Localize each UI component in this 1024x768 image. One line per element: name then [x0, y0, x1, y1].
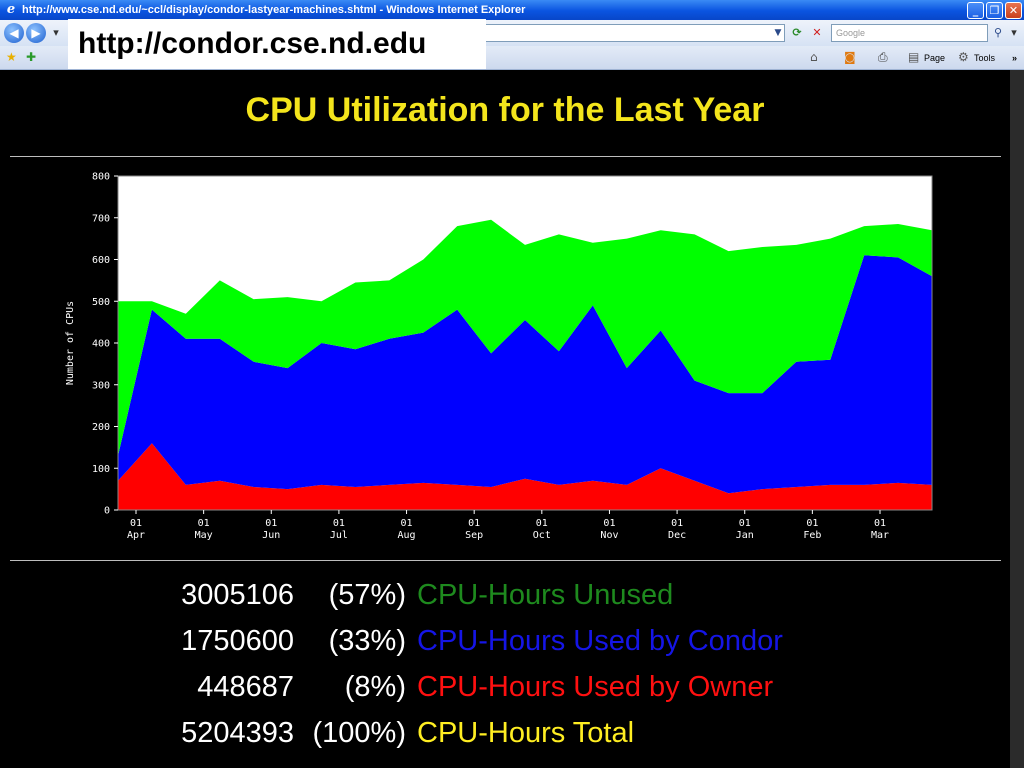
search-options-icon[interactable]: ▾ — [1011, 26, 1017, 39]
print-icon[interactable]: ⎙ — [878, 50, 888, 64]
restore-button[interactable]: ❐ — [986, 1, 1003, 19]
stat-percent: (100%) — [312, 717, 407, 749]
close-button[interactable]: ✕ — [1005, 1, 1022, 19]
y-tick-label: 300 — [92, 380, 110, 391]
x-tick-label: 01 — [874, 518, 886, 529]
search-icon[interactable]: ⚲ — [993, 26, 1003, 39]
page-title: CPU Utilization for the Last Year — [245, 91, 765, 129]
search-input[interactable]: Google — [831, 24, 988, 42]
x-tick-label: 01 — [130, 518, 142, 529]
y-tick-label: 100 — [92, 464, 110, 475]
x-tick-label: Jul — [330, 530, 348, 541]
divider-top — [10, 156, 1001, 157]
minimize-button[interactable]: _ — [967, 1, 984, 19]
page-icon: ▤ — [908, 50, 920, 64]
y-axis-label: Number of CPUs — [65, 301, 76, 385]
stat-label: CPU-Hours Total — [417, 717, 635, 749]
x-tick-label: 01 — [468, 518, 480, 529]
x-tick-label: Jun — [262, 530, 280, 541]
refresh-icon[interactable]: ⟳ — [792, 26, 802, 39]
x-tick-label: 01 — [806, 518, 818, 529]
area-unused — [118, 219, 932, 456]
stat-label: CPU-Hours Used by Owner — [417, 671, 774, 703]
x-tick-label: 01 — [265, 518, 277, 529]
stat-row-owner: 448687 (8%) CPU-Hours Used by Owner — [0, 664, 1010, 710]
address-dropdown-icon[interactable]: ▼ — [774, 28, 782, 38]
x-tick-label: 01 — [401, 518, 413, 529]
x-tick-label: Sep — [465, 530, 483, 541]
ie-logo-icon: e — [6, 2, 16, 17]
feeds-icon[interactable]: ◙ — [844, 50, 856, 64]
url-caption: http://condor.cse.nd.edu — [68, 19, 486, 69]
x-tick-label: May — [195, 530, 213, 541]
tools-menu[interactable]: Tools — [974, 53, 996, 63]
x-tick-label: 01 — [333, 518, 345, 529]
home-icon[interactable]: ⌂ — [810, 50, 818, 64]
stat-value: 3005106 — [181, 579, 294, 611]
x-tick-label: 01 — [198, 518, 210, 529]
x-tick-label: 01 — [603, 518, 615, 529]
tools-gear-icon: ⚙ — [958, 50, 969, 64]
stat-value: 448687 — [197, 671, 294, 703]
area-condor — [118, 255, 932, 494]
x-tick-label: Oct — [533, 530, 551, 541]
stat-row-unused: 3005106 (57%) CPU-Hours Unused — [0, 572, 1010, 618]
y-tick-label: 400 — [92, 339, 110, 350]
stat-percent: (57%) — [328, 579, 406, 611]
page-menu[interactable]: Page — [924, 53, 946, 63]
window-title: http://www.cse.nd.edu/~ccl/display/condo… — [22, 4, 526, 16]
x-tick-label: 01 — [671, 518, 683, 529]
forward-button[interactable]: ▶ — [26, 23, 46, 43]
back-button[interactable]: ◀ — [4, 23, 24, 43]
scrollbar[interactable] — [1010, 70, 1024, 768]
y-tick-label: 800 — [92, 172, 110, 183]
history-dropdown-icon[interactable]: ▾ — [53, 26, 59, 39]
favorites-star-icon[interactable]: ★ — [6, 50, 17, 64]
x-tick-label: Dec — [668, 530, 686, 541]
stat-value: 1750600 — [181, 625, 294, 657]
add-favorites-icon[interactable]: ✚ — [26, 50, 37, 64]
x-tick-label: Mar — [871, 530, 889, 541]
toolbar-overflow-icon[interactable]: » — [1012, 53, 1018, 63]
x-tick-label: Jan — [736, 530, 754, 541]
y-tick-label: 0 — [104, 506, 110, 517]
stat-value: 5204393 — [181, 717, 294, 749]
stat-label: CPU-Hours Unused — [417, 579, 674, 611]
x-tick-label: Nov — [600, 530, 618, 541]
y-tick-label: 200 — [92, 422, 110, 433]
x-tick-label: Aug — [398, 530, 416, 541]
stat-label: CPU-Hours Used by Condor — [417, 625, 783, 657]
window-titlebar: e http://www.cse.nd.edu/~ccl/display/con… — [0, 0, 1024, 20]
stat-percent: (8%) — [344, 671, 406, 703]
x-tick-label: Apr — [127, 530, 145, 541]
divider-bottom — [10, 560, 1001, 561]
x-tick-label: 01 — [739, 518, 751, 529]
y-tick-label: 600 — [92, 255, 110, 266]
y-tick-label: 700 — [92, 213, 110, 224]
stat-row-condor: 1750600 (33%) CPU-Hours Used by Condor — [0, 618, 1010, 664]
x-tick-label: Feb — [803, 530, 821, 541]
stat-percent: (33%) — [328, 625, 406, 657]
y-tick-label: 500 — [92, 297, 110, 308]
stat-row-total: 5204393 (100%) CPU-Hours Total — [0, 710, 1010, 756]
x-tick-label: 01 — [536, 518, 548, 529]
stop-icon[interactable]: ✕ — [812, 26, 822, 39]
